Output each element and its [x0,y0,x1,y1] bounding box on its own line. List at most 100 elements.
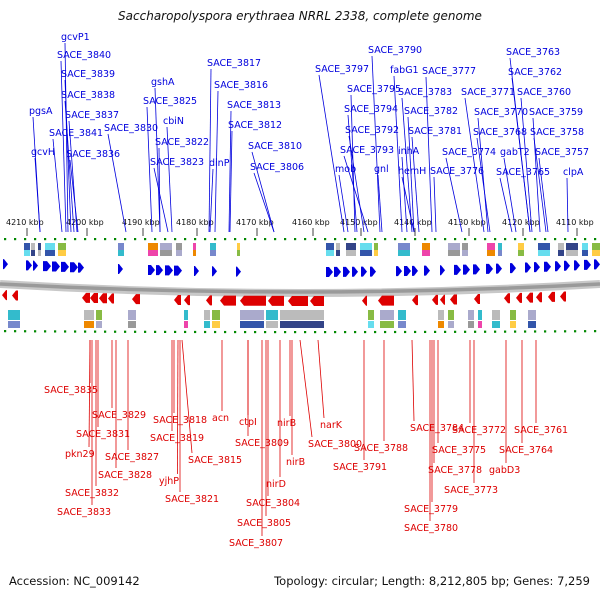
reverse-gene-arrow [504,293,510,304]
reverse-gene-arrow [362,295,367,306]
reverse-connector [88,339,91,448]
ruler-dot [34,238,37,241]
reverse-connector [411,339,415,422]
forward-gene-label: SACE_3782 [404,106,458,117]
reverse-gene-label: SACE_3800 [308,439,362,450]
forward-gene-label: SACE_3790 [368,45,422,56]
ruler-dot [324,330,327,334]
gene-block [360,250,372,256]
ruler-dot [424,238,427,241]
forward-gene-label: cbiN [163,116,184,127]
ruler-dot [374,238,377,241]
ruler-dot [224,330,227,334]
gene-block [280,310,324,320]
reverse-gene-label: gabD3 [489,465,520,476]
gene-block [160,250,172,256]
ruler-dot [374,330,377,334]
forward-gene-label: gnl [374,164,389,175]
gene-block [8,310,20,320]
forward-connector [520,97,533,233]
forward-gene-arrow [594,259,600,270]
ruler-dot [214,330,217,334]
tick-label: 4210 kbp [6,218,44,227]
gene-block [210,250,216,256]
forward-gene-label: SACE_3797 [315,64,369,75]
ruler-dot [274,330,277,334]
gene-block [193,243,196,250]
forward-connector [503,157,517,233]
reverse-gene-arrow [268,295,284,306]
forward-connector [253,172,275,233]
forward-connector [107,133,127,233]
gene-block [566,250,578,256]
forward-connector [64,42,69,233]
forward-connector [377,174,383,233]
gene-block [237,243,240,250]
forward-connector [229,130,233,233]
forward-gene-label: SACE_3812 [228,120,282,131]
forward-gene-arrow [70,262,78,273]
ruler-dot [434,238,437,241]
gene-block [478,310,482,320]
reverse-gene-arrow [220,295,236,306]
forward-gene-label: gabT2 [500,147,530,158]
ruler-dot [484,330,487,333]
tick-label: 4200 kbp [66,218,104,227]
ruler-dot [554,238,557,241]
gene-block [380,310,394,320]
forward-connector [209,168,214,233]
reverse-gene-label: SACE_3780 [404,523,458,534]
gene-block [368,310,374,320]
forward-connector [411,136,420,233]
forward-connector [348,135,365,233]
ruler-dot [424,330,427,334]
ruler-dot [494,238,497,241]
gene-block [38,250,41,256]
ruler-dot [144,330,147,333]
forward-connector [566,177,569,233]
gene-block [492,321,500,328]
forward-gene-arrow [118,264,123,275]
gene-block [360,243,372,250]
gene-block [582,250,588,256]
forward-gene-label: SACE_3840 [57,50,111,61]
ruler-dot [154,330,157,333]
forward-connector [477,117,489,233]
ruler-dot [44,330,47,333]
forward-gene-label: SACE_3837 [65,110,119,121]
forward-gene-label: SACE_3830 [104,123,158,134]
forward-gene-arrow [33,260,38,271]
accession-text: Accession: NC_009142 [9,574,140,588]
gene-block [448,310,454,320]
reverse-connector [299,339,313,438]
reverse-gene-label: SACE_3784 [410,423,464,434]
ruler-dot [304,238,307,241]
gene-block [237,250,240,256]
ruler-dot [384,238,387,241]
reverse-gene-label: SACE_3773 [444,485,498,496]
ruler-dot [64,330,67,333]
reverse-gene-label: SACE_3829 [92,410,146,421]
genome-info-text: Topology: circular; Length: 8,212,805 bp… [274,574,590,588]
forward-gene-arrow [156,265,163,276]
ruler-dot [354,330,357,334]
ruler-dot [194,330,197,334]
gene-block [462,250,468,256]
reverse-gene-label: SACE_3791 [333,462,387,473]
forward-connector [64,79,72,233]
gene-block [398,250,410,256]
forward-connector [60,60,67,233]
tick-label: 4180 kbp [176,218,214,227]
forward-gene-label: SACE_3825 [143,96,197,107]
forward-gene-label: dinP [209,158,230,169]
gene-block [204,321,210,328]
reverse-gene-label: ctpI [239,417,257,428]
reverse-connector [181,339,193,454]
tick-label: 4120 kbp [502,218,540,227]
ruler-dot [404,330,407,334]
forward-gene-arrow [3,259,8,270]
forward-connector [511,77,531,233]
gene-block [448,321,454,328]
forward-gene-label: SACE_3768 [473,127,527,138]
gene-block [326,250,334,256]
